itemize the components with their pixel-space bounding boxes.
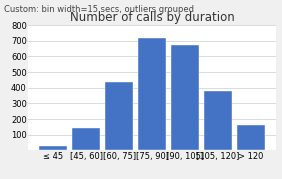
Bar <box>72 129 100 150</box>
Title: Number of calls by duration: Number of calls by duration <box>70 11 235 24</box>
Text: Custom: bin width=15 secs, outliers grouped: Custom: bin width=15 secs, outliers grou… <box>4 5 194 14</box>
Bar <box>204 91 232 150</box>
Bar <box>105 81 133 150</box>
Bar <box>138 38 166 150</box>
Bar <box>171 45 199 150</box>
Bar <box>237 125 265 150</box>
Bar <box>39 146 67 150</box>
